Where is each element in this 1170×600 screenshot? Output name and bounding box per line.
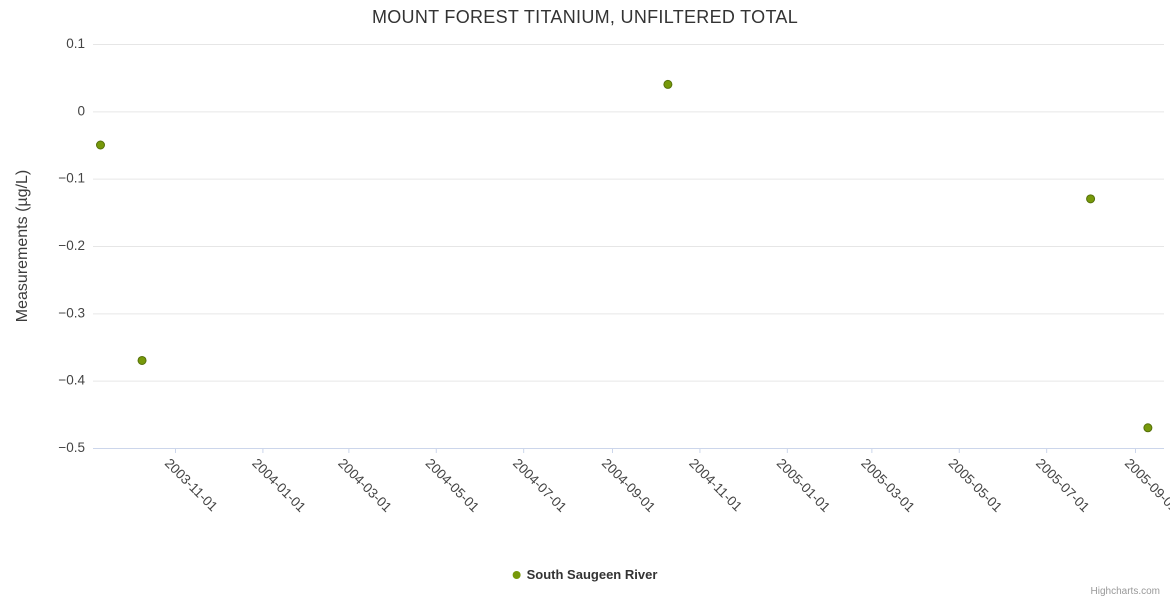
data-point[interactable]: [1143, 423, 1153, 433]
data-point[interactable]: [663, 79, 673, 89]
x-tick-label: 2004-09-01: [599, 456, 658, 515]
y-tick-label: −0.2: [58, 238, 85, 253]
x-tick-label: 2005-05-01: [946, 456, 1005, 515]
highcharts-credit[interactable]: Highcharts.com: [1090, 586, 1160, 597]
x-tick-label: 2005-01-01: [774, 456, 833, 515]
x-tick-label: 2004-11-01: [686, 456, 745, 515]
x-tick-label: 2005-03-01: [858, 456, 917, 515]
y-tick-label: 0: [77, 103, 85, 118]
x-tick-label: 2003-11-01: [162, 456, 221, 515]
x-tick-label: 2004-03-01: [335, 456, 394, 515]
x-tick-label: 2005-07-01: [1033, 456, 1092, 515]
data-point[interactable]: [95, 140, 105, 150]
y-tick-label: −0.1: [58, 171, 85, 186]
legend-item[interactable]: South Saugeen River: [512, 567, 658, 582]
legend-label: South Saugeen River: [526, 567, 658, 582]
legend-marker-icon: [512, 570, 521, 579]
y-tick-label: −0.4: [58, 373, 85, 388]
y-tick-label: −0.5: [58, 440, 85, 455]
x-tick-label: 2004-07-01: [510, 456, 569, 515]
data-point[interactable]: [1086, 194, 1096, 204]
y-tick-label: −0.3: [58, 305, 85, 320]
y-tick-label: 0.1: [66, 36, 85, 51]
chart-title: MOUNT FOREST TITANIUM, UNFILTERED TOTAL: [371, 7, 799, 27]
x-tick-label: 2005-09-01: [1122, 456, 1170, 515]
data-point[interactable]: [137, 355, 147, 365]
x-tick-label: 2004-05-01: [423, 456, 482, 515]
x-tick-label: 2004-01-01: [249, 456, 308, 515]
